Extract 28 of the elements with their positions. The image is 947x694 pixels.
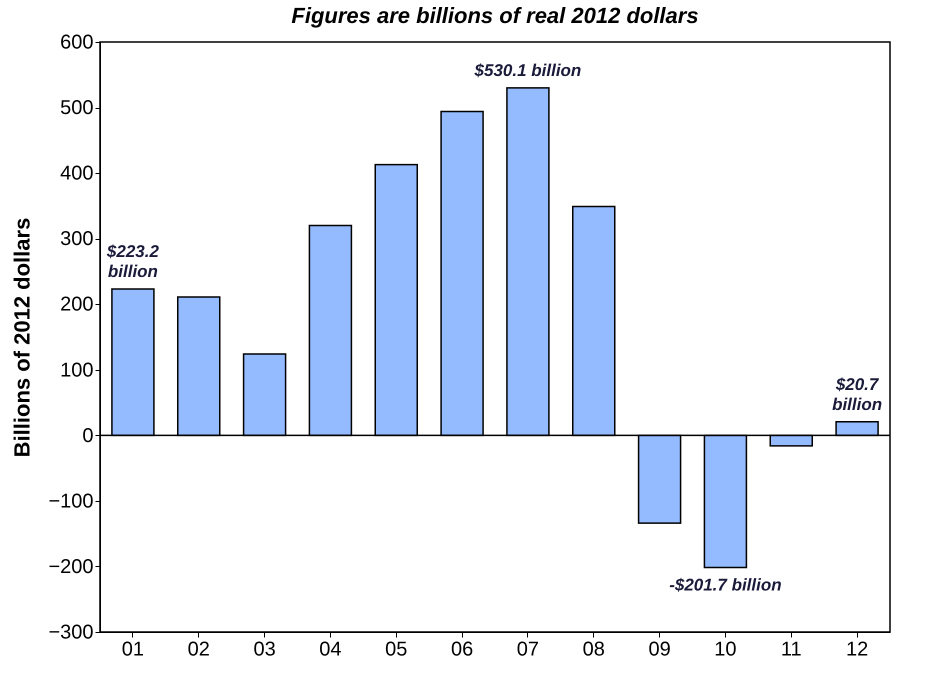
- y-tick-label: −200: [48, 556, 94, 578]
- y-tick-label: 600: [60, 32, 94, 54]
- data-label: -$201.7 billion: [669, 576, 782, 595]
- data-label: $223.2 billion: [106, 242, 160, 282]
- x-tick-label: 10: [714, 638, 737, 660]
- x-tick-label: 03: [253, 638, 276, 660]
- y-tick-label: −300: [48, 622, 94, 644]
- y-tick-label: 500: [60, 97, 94, 120]
- x-tick-label: 08: [582, 638, 605, 660]
- y-tick-label: −100: [48, 490, 94, 512]
- y-tick-label: 200: [60, 294, 94, 316]
- x-tick-label: 07: [516, 638, 540, 660]
- data-label: $530.1 billion: [474, 60, 582, 80]
- x-tick-label: 01: [122, 638, 144, 660]
- x-tick-label: 09: [648, 638, 671, 660]
- x-tick-label: 05: [385, 638, 408, 660]
- y-tick-label: 0: [82, 424, 94, 447]
- x-tick-label: 06: [450, 638, 474, 660]
- x-tick-label: 11: [780, 638, 802, 660]
- data-label: $20.7 billion: [832, 374, 882, 414]
- y-tick-label: 300: [60, 228, 94, 250]
- chart-title: Figures are billions of real 2012 dollars: [291, 3, 699, 28]
- y-axis-title: Billions of 2012 dollars: [9, 218, 34, 458]
- x-tick-label: 02: [188, 638, 210, 660]
- x-tick-label: 04: [319, 638, 342, 660]
- y-tick-label: 400: [60, 162, 94, 185]
- y-tick-label: 100: [60, 359, 94, 382]
- x-tick-label: 12: [846, 638, 868, 660]
